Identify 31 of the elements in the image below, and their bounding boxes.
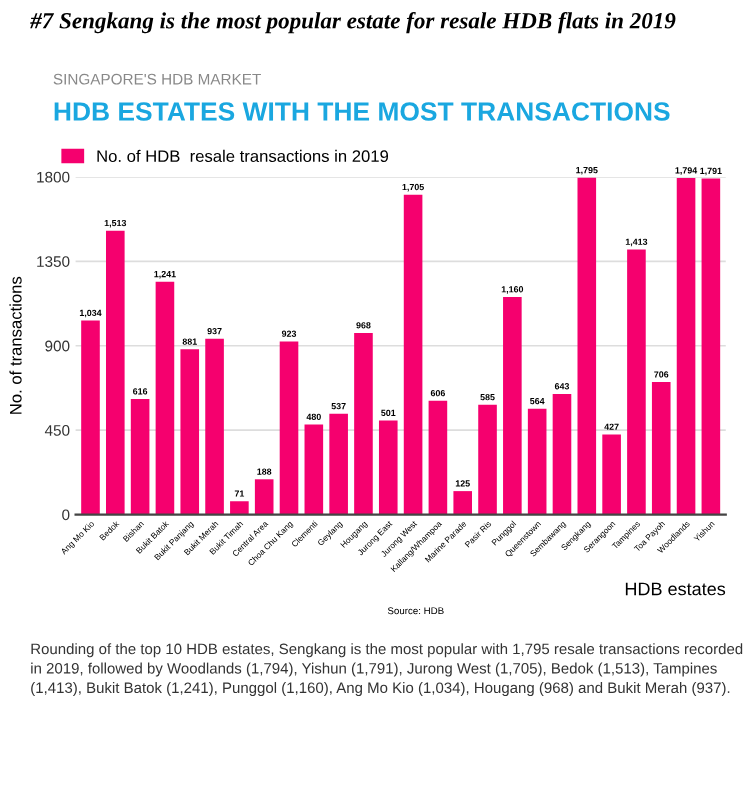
y-axis-title: No. of transactions [9, 276, 22, 414]
bar [602, 434, 621, 515]
bar [130, 399, 150, 515]
bar [627, 249, 646, 515]
bar [527, 408, 547, 515]
bar [378, 420, 398, 515]
bar [552, 393, 572, 515]
bar [106, 230, 125, 515]
bar [279, 341, 299, 515]
bar [354, 332, 373, 515]
bar [453, 491, 473, 515]
text: #7 Sengkang is the most popular estate for resale HDB flats in 2019 [30, 12, 676, 34]
bar [230, 501, 249, 515]
bar [403, 194, 423, 515]
bar [81, 320, 100, 515]
chart-title: HDB ESTATES WITH THE MOST TRANSACTIONS [54, 102, 670, 121]
bar [304, 424, 324, 515]
bar [329, 413, 348, 515]
bar [180, 349, 200, 515]
bar [254, 479, 274, 515]
x-axis-title: HDB estates [625, 582, 726, 596]
bar [478, 404, 497, 515]
bar [428, 400, 448, 515]
bar [676, 178, 696, 515]
bar [701, 178, 721, 515]
legend-label: No. of HDB resale transactions in 2019 [97, 149, 389, 163]
bar [205, 338, 224, 515]
bar [503, 296, 522, 515]
bar [577, 177, 597, 515]
bar [651, 382, 671, 515]
bar [155, 281, 175, 515]
